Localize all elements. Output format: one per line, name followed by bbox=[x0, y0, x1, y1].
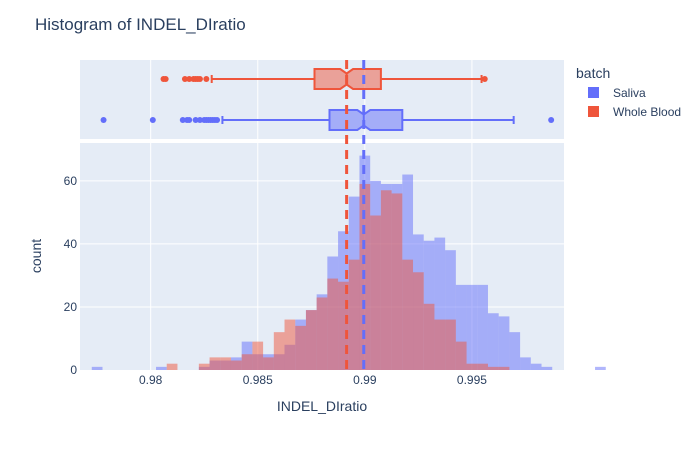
chart-title: Histogram of INDEL_DIratio bbox=[35, 15, 246, 34]
legend[interactable]: batch Saliva Whole Blood bbox=[576, 65, 681, 119]
histogram-bars-layer bbox=[91, 155, 606, 370]
box-outlier-point[interactable] bbox=[100, 117, 107, 123]
histogram-bar[interactable] bbox=[295, 325, 306, 370]
y-tick-label: 0 bbox=[70, 363, 77, 377]
histogram-bar[interactable] bbox=[455, 284, 467, 370]
histogram-bar[interactable] bbox=[316, 297, 328, 370]
y-tick-label: 40 bbox=[64, 237, 78, 251]
box-outlier-point[interactable] bbox=[481, 76, 488, 82]
box-outlier-point[interactable] bbox=[186, 76, 193, 82]
histogram-bar[interactable] bbox=[498, 366, 510, 370]
histogram-bar[interactable] bbox=[498, 316, 510, 370]
histogram-bar[interactable] bbox=[220, 357, 231, 370]
legend-label-whole-blood: Whole Blood bbox=[613, 105, 681, 119]
x-tick-label: 0.98 bbox=[139, 373, 163, 387]
histogram-bar[interactable] bbox=[455, 341, 467, 370]
y-tick-label: 20 bbox=[64, 300, 78, 314]
mean-lines-layer bbox=[345, 60, 366, 370]
histogram-bar[interactable] bbox=[338, 281, 349, 370]
legend-label-saliva: Saliva bbox=[613, 86, 646, 100]
histogram-bar[interactable] bbox=[487, 366, 499, 370]
histogram-bar[interactable] bbox=[530, 363, 542, 370]
histogram-bar[interactable] bbox=[348, 259, 360, 370]
x-tick-label: 0.985 bbox=[243, 373, 273, 387]
histogram-bar[interactable] bbox=[434, 319, 446, 370]
legend-item-saliva[interactable]: Saliva bbox=[588, 86, 646, 100]
x-tick-label: 0.99 bbox=[353, 373, 377, 387]
box-outlier-point[interactable] bbox=[203, 76, 210, 82]
y-axis-title: count bbox=[28, 239, 44, 273]
box-outlier-point[interactable] bbox=[196, 76, 203, 82]
histogram-bar[interactable] bbox=[541, 366, 553, 370]
x-tick-label: 0.995 bbox=[457, 373, 487, 387]
histogram-bar[interactable] bbox=[209, 357, 221, 370]
histogram-bar[interactable] bbox=[252, 341, 264, 370]
histogram-bar[interactable] bbox=[434, 237, 446, 370]
histogram-bar[interactable] bbox=[91, 366, 103, 370]
histogram-bar[interactable] bbox=[305, 310, 317, 370]
box-outlier-point[interactable] bbox=[196, 117, 203, 123]
histogram-bar[interactable] bbox=[477, 284, 488, 370]
histogram-bar[interactable] bbox=[509, 332, 521, 370]
box-body bbox=[328, 109, 404, 131]
legend-swatch-saliva bbox=[588, 87, 599, 98]
histogram-bar[interactable] bbox=[370, 215, 381, 370]
histogram-bar[interactable] bbox=[466, 363, 478, 370]
histogram-bar[interactable] bbox=[391, 193, 403, 370]
histogram-bar[interactable] bbox=[402, 259, 414, 370]
legend-swatch-whole-blood bbox=[588, 106, 599, 117]
box-plots-layer bbox=[100, 68, 555, 131]
histogram-bar[interactable] bbox=[241, 354, 253, 370]
histogram-bar[interactable] bbox=[445, 250, 456, 370]
histogram-bar[interactable] bbox=[327, 278, 339, 370]
histogram-bar[interactable] bbox=[230, 360, 242, 370]
histogram-bar[interactable] bbox=[273, 332, 285, 370]
box-outlier-point[interactable] bbox=[548, 117, 555, 123]
histogram-bar[interactable] bbox=[423, 303, 435, 370]
histogram-bar[interactable] bbox=[477, 363, 488, 370]
box-outlier-point[interactable] bbox=[192, 117, 199, 123]
histogram-bar[interactable] bbox=[487, 313, 499, 370]
x-axis-title: INDEL_DIratio bbox=[277, 398, 367, 414]
histogram-bar[interactable] bbox=[284, 319, 296, 370]
histogram-bar[interactable] bbox=[380, 190, 392, 370]
box-outlier-point[interactable] bbox=[149, 117, 156, 123]
y-tick-label: 60 bbox=[64, 174, 78, 188]
box-outlier-point[interactable] bbox=[186, 117, 193, 123]
box-outlier-point[interactable] bbox=[162, 76, 169, 82]
legend-item-whole-blood[interactable]: Whole Blood bbox=[588, 105, 681, 119]
box-outlier-point[interactable] bbox=[179, 117, 186, 123]
histogram-bar[interactable] bbox=[445, 319, 456, 370]
histogram-bar[interactable] bbox=[263, 357, 274, 370]
tick-labels-layer: 0.98 0.985 0.99 0.995 0 20 40 60 bbox=[64, 174, 488, 387]
histogram-bar[interactable] bbox=[166, 363, 178, 370]
histogram-bar[interactable] bbox=[595, 366, 606, 370]
histogram-bar[interactable] bbox=[520, 357, 531, 370]
box-outlier-point[interactable] bbox=[214, 117, 221, 123]
histogram-bar[interactable] bbox=[156, 366, 167, 370]
histogram-bar[interactable] bbox=[466, 284, 478, 370]
histogram-bar[interactable] bbox=[413, 272, 424, 370]
histogram-bar[interactable] bbox=[198, 363, 210, 370]
legend-title: batch bbox=[576, 65, 610, 81]
box-outlier-point[interactable] bbox=[181, 76, 188, 82]
